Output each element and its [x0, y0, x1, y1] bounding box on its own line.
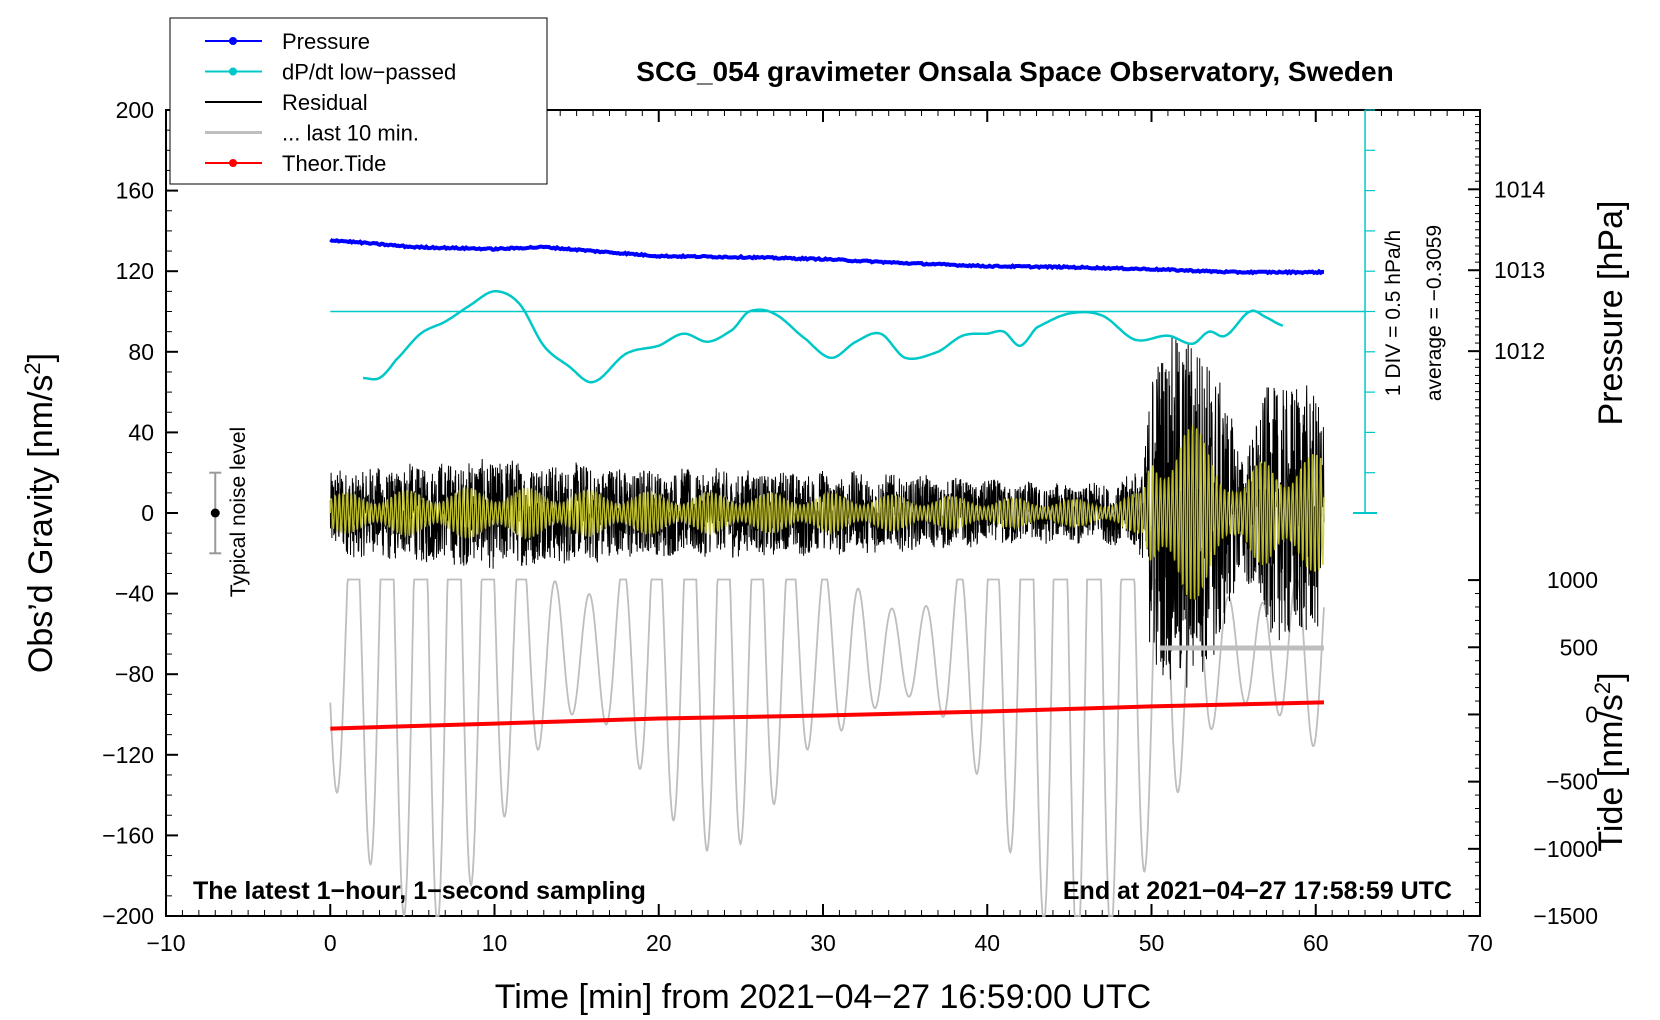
filtered-residual-line: [329, 425, 1325, 600]
noise-point: [210, 508, 220, 518]
y-tick-label: −80: [115, 661, 154, 687]
tide-series: [330, 700, 1325, 731]
x-tick-label: 70: [1467, 930, 1493, 956]
note-sampling: The latest 1−hour, 1−second sampling: [193, 877, 646, 905]
tide-tick-label: 1000: [1547, 567, 1598, 593]
x-axis-title: Time [min] from 2021−04−27 16:59:00 UTC: [495, 978, 1151, 1016]
axis-ticks: −10 0 10 20 30 40 50 60 70 200 160 120 80 40 0 −40 −80 −1…: [102, 97, 1598, 956]
legend-marker: [229, 67, 237, 76]
tide-tick-label: −1000: [1533, 836, 1598, 862]
pressure-line: [329, 237, 1325, 276]
filtered-residual-series: [329, 425, 1325, 600]
y-tick-label: −120: [102, 742, 154, 768]
x-tick-label: 10: [482, 930, 508, 956]
x-tick-label: −10: [146, 930, 185, 956]
x-tick-label: 60: [1303, 930, 1329, 956]
y-axis-title-main: Obs’d Gravity [nm/s: [22, 375, 60, 674]
y-axis-title-sup: 2: [20, 362, 45, 374]
y-tick-label: −160: [102, 822, 154, 848]
tide-tick-label: −1500: [1533, 903, 1598, 929]
tide-axis-title-end: ]: [1592, 672, 1630, 681]
legend-label: Residual: [282, 90, 368, 115]
x-tick-label: 50: [1139, 930, 1165, 956]
note-end-time: End at 2021−04−27 17:58:59 UTC: [1063, 877, 1452, 905]
dpdt-scale-axis: [1353, 109, 1378, 514]
legend-label: Pressure: [282, 29, 370, 54]
tide-tick-label: 500: [1560, 634, 1598, 660]
y-tick-label: 0: [141, 500, 154, 526]
tide-axis-title: Tide [nm/s2]: [1590, 672, 1630, 851]
y-tick-label: 200: [116, 97, 154, 123]
y-tick-label: 120: [116, 258, 154, 284]
average-label: average = −0.3059: [1423, 225, 1446, 401]
div-label: 1 DIV = 0.5 hPa/h: [1382, 230, 1405, 396]
tide-tick-label: −500: [1546, 769, 1598, 795]
chart-title: SCG_054 gravimeter Onsala Space Observat…: [636, 56, 1393, 87]
legend-label: ... last 10 min.: [282, 121, 419, 146]
y-tick-label: −200: [102, 903, 154, 929]
tide-line: [330, 700, 1325, 731]
y-tick-label: 160: [116, 178, 154, 204]
legend-marker: [229, 159, 237, 167]
legend-marker: [229, 37, 237, 45]
y-axis-title-end: ]: [22, 353, 60, 362]
noise-marker: [209, 471, 222, 555]
y-tick-label: 80: [128, 339, 154, 365]
pressure-tick-label: 1014: [1494, 176, 1545, 202]
dpdt-series: [330, 290, 1366, 384]
y-tick-label: 40: [128, 419, 154, 445]
legend: Pressure dP/dt low−passed Residual ... last…: [169, 17, 548, 185]
x-tick-label: 0: [324, 930, 337, 956]
noise-label: Typical noise level: [227, 427, 250, 597]
pressure-series: [329, 237, 1325, 276]
tide-axis-title-main: Tide [nm/s: [1592, 694, 1630, 851]
pressure-axis-title: Pressure [hPa]: [1592, 201, 1630, 426]
y-tick-label: −40: [115, 581, 154, 607]
y-axis-title: Obs’d Gravity [nm/s2]: [20, 353, 60, 673]
legend-label: Theor.Tide: [282, 151, 386, 176]
tide-axis-title-sup: 2: [1590, 682, 1615, 694]
dpdt-line: [363, 290, 1284, 384]
x-tick-label: 20: [646, 930, 672, 956]
x-tick-label: 40: [974, 930, 1000, 956]
x-tick-label: 30: [810, 930, 836, 956]
pressure-tick-label: 1012: [1494, 338, 1545, 364]
tide-tick-label: 0: [1585, 701, 1598, 727]
legend-label: dP/dt low−passed: [282, 60, 456, 85]
pressure-tick-label: 1013: [1494, 257, 1545, 283]
